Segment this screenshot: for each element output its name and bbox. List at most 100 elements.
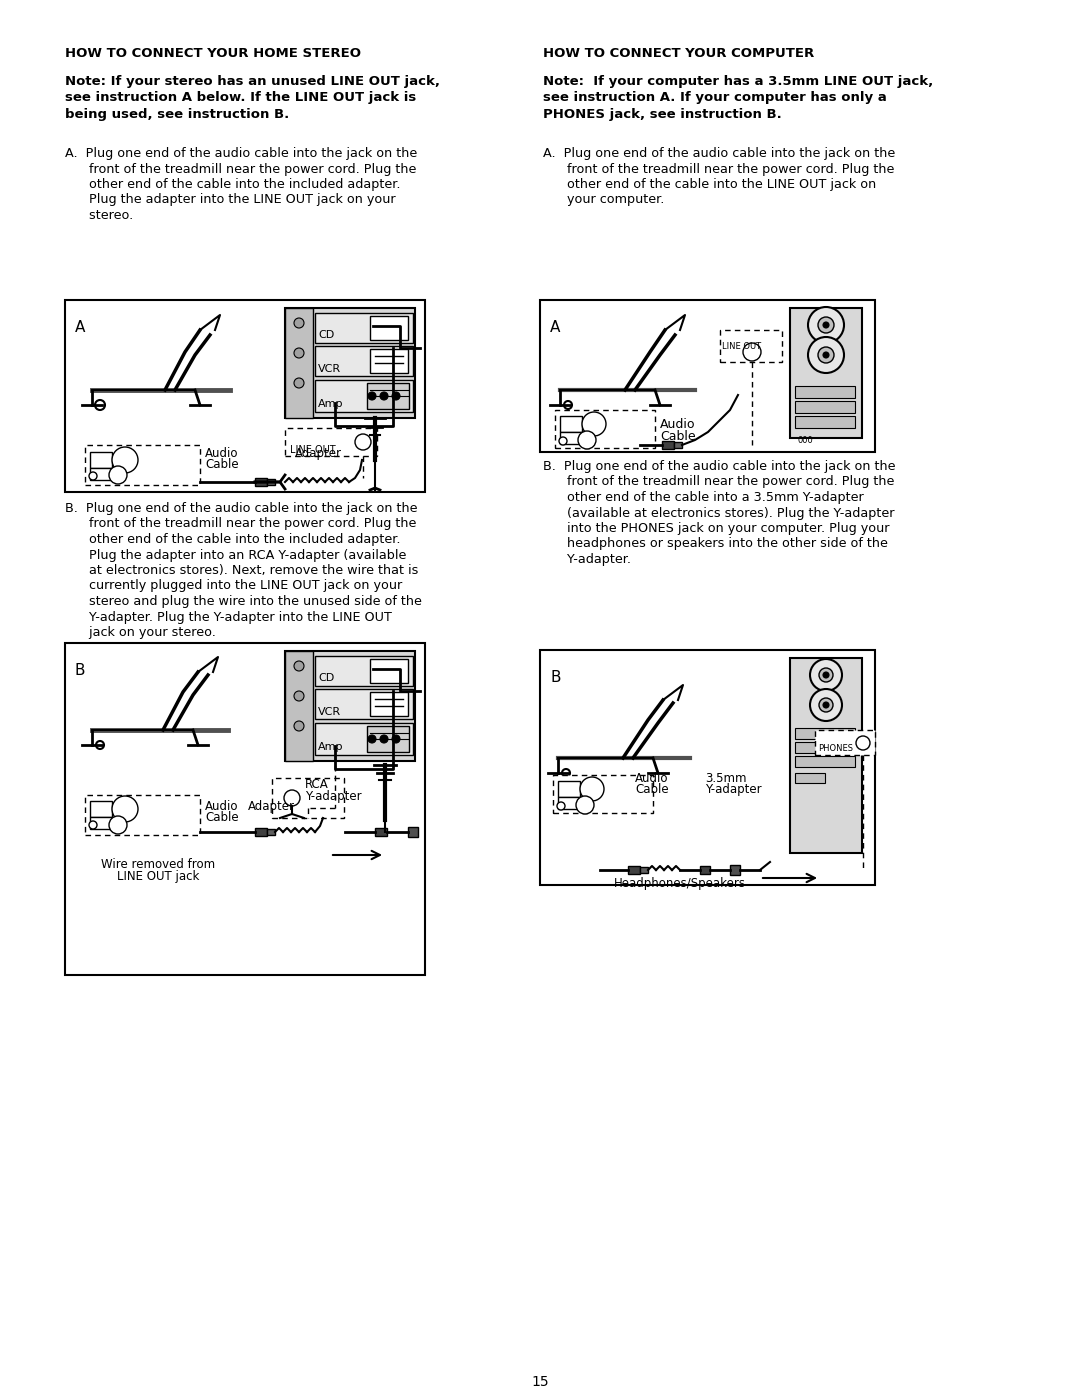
Bar — [795, 742, 855, 753]
Text: A.  Plug one end of the audio cable into the jack on the: A. Plug one end of the audio cable into … — [65, 147, 417, 161]
Bar — [267, 479, 275, 485]
Text: headphones or speakers into the other side of the: headphones or speakers into the other si… — [543, 538, 888, 550]
Text: stereo and plug the wire into the unused side of the: stereo and plug the wire into the unused… — [65, 595, 422, 608]
Text: Headphones/Speakers: Headphones/Speakers — [615, 877, 746, 890]
Text: front of the treadmill near the power cord. Plug the: front of the treadmill near the power co… — [543, 162, 894, 176]
Text: Note:  If your computer has a 3.5mm LINE OUT jack,: Note: If your computer has a 3.5mm LINE … — [543, 75, 933, 88]
Bar — [795, 386, 855, 398]
Circle shape — [818, 346, 834, 363]
Bar — [255, 478, 267, 486]
Text: Y-adapter: Y-adapter — [305, 789, 362, 803]
Text: Audio: Audio — [205, 447, 239, 460]
Bar — [561, 432, 582, 444]
Bar — [789, 307, 862, 439]
Bar — [315, 689, 413, 719]
Circle shape — [294, 692, 303, 701]
Text: Amp: Amp — [318, 742, 343, 752]
Bar — [65, 643, 426, 975]
Text: currently plugged into the LINE OUT jack on your: currently plugged into the LINE OUT jack… — [65, 580, 402, 592]
Text: being used, see instruction B.: being used, see instruction B. — [65, 108, 289, 122]
Bar — [408, 827, 418, 837]
Text: front of the treadmill near the power cord. Plug the: front of the treadmill near the power co… — [543, 475, 894, 489]
Bar — [375, 828, 387, 835]
Circle shape — [294, 379, 303, 388]
Text: Y-adapter.: Y-adapter. — [543, 553, 631, 566]
Circle shape — [562, 768, 570, 777]
Bar — [558, 781, 580, 798]
Text: B.  Plug one end of the audio cable into the jack on the: B. Plug one end of the audio cable into … — [65, 502, 418, 515]
Text: CD: CD — [318, 673, 334, 683]
Text: Wire removed from: Wire removed from — [100, 858, 215, 870]
Bar — [315, 313, 413, 344]
Bar — [370, 659, 408, 683]
Circle shape — [380, 393, 388, 400]
Circle shape — [557, 802, 565, 810]
Text: VCR: VCR — [318, 707, 341, 717]
Text: 3.5mm: 3.5mm — [705, 773, 746, 785]
Circle shape — [808, 337, 843, 373]
Circle shape — [819, 698, 833, 712]
Bar — [555, 409, 654, 448]
Bar — [267, 828, 275, 835]
Circle shape — [95, 400, 105, 409]
Bar — [730, 865, 740, 875]
Bar — [315, 346, 413, 376]
Text: other end of the cable into the included adapter.: other end of the cable into the included… — [65, 177, 401, 191]
Circle shape — [392, 393, 400, 400]
Circle shape — [810, 659, 842, 692]
Text: Cable: Cable — [205, 812, 239, 824]
Text: Amp: Amp — [318, 400, 343, 409]
Circle shape — [294, 721, 303, 731]
Circle shape — [810, 689, 842, 721]
Bar — [90, 817, 112, 828]
Text: Cable: Cable — [660, 430, 696, 443]
Text: Adapter: Adapter — [295, 447, 342, 460]
Text: see instruction A. If your computer has only a: see instruction A. If your computer has … — [543, 91, 887, 105]
Circle shape — [89, 821, 97, 828]
Bar — [85, 446, 200, 485]
Text: PHONES: PHONES — [818, 745, 853, 753]
Bar — [285, 651, 415, 761]
Bar — [285, 307, 415, 418]
Text: jack on your stereo.: jack on your stereo. — [65, 626, 216, 638]
Bar — [370, 316, 408, 339]
Circle shape — [808, 307, 843, 344]
Text: LINE OUT jack: LINE OUT jack — [117, 870, 199, 883]
Circle shape — [564, 401, 572, 409]
Circle shape — [823, 321, 829, 328]
Text: LINE OUT: LINE OUT — [723, 342, 761, 351]
Bar — [662, 441, 674, 448]
Text: Adapter: Adapter — [248, 800, 295, 813]
Bar — [640, 868, 648, 873]
Text: Cable: Cable — [205, 458, 239, 471]
Bar — [285, 307, 313, 418]
Text: Plug the adapter into the LINE OUT jack on your: Plug the adapter into the LINE OUT jack … — [65, 194, 395, 207]
Text: Y-adapter: Y-adapter — [705, 782, 761, 796]
Bar — [720, 330, 782, 362]
Circle shape — [294, 319, 303, 328]
Text: stereo.: stereo. — [65, 210, 133, 222]
Text: HOW TO CONNECT YOUR COMPUTER: HOW TO CONNECT YOUR COMPUTER — [543, 47, 814, 60]
Circle shape — [294, 348, 303, 358]
Bar — [272, 778, 345, 819]
Circle shape — [109, 467, 127, 483]
Text: (available at electronics stores). Plug the Y-adapter: (available at electronics stores). Plug … — [543, 507, 894, 520]
Text: VCR: VCR — [318, 365, 341, 374]
Bar — [789, 658, 862, 854]
Text: LINE OUT: LINE OUT — [291, 446, 336, 455]
Text: A: A — [75, 320, 85, 335]
Text: 000: 000 — [798, 436, 813, 446]
Text: front of the treadmill near the power cord. Plug the: front of the treadmill near the power co… — [65, 517, 417, 531]
Bar — [795, 773, 825, 782]
Bar — [90, 800, 112, 817]
Text: Cable: Cable — [635, 782, 669, 796]
Bar — [558, 798, 580, 809]
Circle shape — [559, 437, 567, 446]
Text: B: B — [75, 664, 85, 678]
Circle shape — [112, 796, 138, 821]
Circle shape — [856, 736, 870, 750]
Text: your computer.: your computer. — [543, 194, 664, 207]
Circle shape — [582, 412, 606, 436]
Bar — [65, 300, 426, 492]
Circle shape — [294, 661, 303, 671]
